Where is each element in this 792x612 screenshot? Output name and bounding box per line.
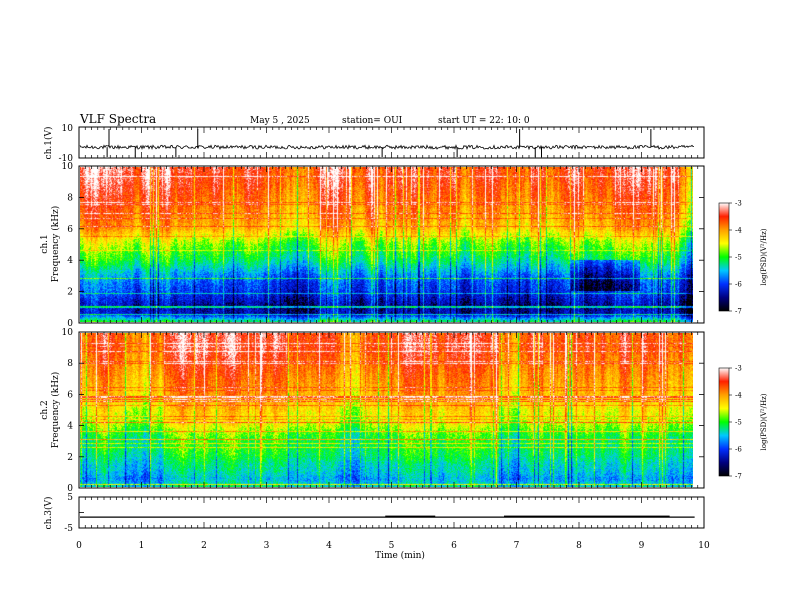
ch2-spectrogram-image	[80, 333, 693, 487]
colorbar-2-label: log(PSD)(V²/Hz)	[760, 393, 768, 450]
header-start-time: start UT = 22: 10: 0	[438, 116, 530, 126]
colorbar-tick-label: -3	[735, 200, 742, 208]
spec-ytick-label: 2	[67, 288, 73, 298]
spec-ytick-label: 8	[67, 193, 73, 203]
ch2-spec-yticks: 0 2 4 6 8 10	[62, 328, 704, 494]
ch1-ytick-bottom: -10	[59, 154, 74, 164]
x-tick-label: 4	[326, 541, 332, 551]
colorbar-tick-label: -6	[735, 446, 742, 454]
x-tick-label: 0	[76, 541, 82, 551]
ch3-panel: 5 -5 ch.3(V)	[43, 493, 705, 534]
ch2-spectrogram-panel: 0 2 4 6 8 10 ch.2 Frequency (kHz)	[40, 328, 705, 494]
x-tick-label: 10	[698, 541, 710, 551]
colorbar-tick-label: -4	[735, 392, 742, 400]
x-tick-labels: 0 1 2 3 4 5 6 7 8 9 10	[76, 541, 710, 551]
x-tick-label: 1	[139, 541, 145, 551]
ch3-high-segment	[504, 515, 670, 518]
ch1-spec-ylabel-channel: ch.1	[40, 234, 50, 253]
x-tick-label: 9	[639, 541, 645, 551]
ch1-spec-yticks: 0 2 4 6 8 10	[62, 162, 704, 329]
x-tick-label: 8	[576, 541, 582, 551]
spec-ytick-label: 0	[67, 484, 73, 494]
x-tick-marks	[78, 127, 705, 528]
colorbar-tick-label: -3	[735, 365, 742, 373]
spec-ytick-label: 10	[62, 328, 74, 338]
ch1-waveform-line	[79, 144, 694, 151]
colorbar-1-ticks: -3 -4 -5 -6 -7	[729, 200, 742, 316]
x-tick-label: 7	[514, 541, 520, 551]
ch1-spec-ylabel-freq: Frequency (kHz)	[50, 206, 61, 283]
ch1-spectrogram-panel: 0 2 4 6 8 10 ch.1 Frequency (kHz)	[40, 162, 705, 329]
x-tick-label: 2	[201, 541, 207, 551]
colorbar-tick-label: -6	[735, 281, 742, 289]
ch3-signal	[79, 512, 695, 518]
x-tick-label: 5	[389, 541, 395, 551]
ch1-spikes	[106, 129, 652, 157]
spec-ytick-label: 4	[67, 256, 73, 266]
ch1-ytick-top: 10	[62, 124, 74, 134]
colorbar-tick-label: -4	[735, 227, 742, 235]
figure-title: VLF Spectra	[79, 112, 156, 126]
colorbar-1-gradient	[719, 203, 729, 311]
colorbar-1-label: log(PSD)(V²/Hz)	[760, 228, 768, 285]
spec-ytick-label: 2	[67, 453, 73, 463]
header-date: May 5 , 2025	[250, 116, 310, 126]
spec-ytick-label: 8	[67, 359, 73, 369]
colorbar-tick-label: -7	[735, 308, 742, 316]
spec-ytick-label: 6	[67, 225, 73, 235]
ch1-waveform-panel: 10 -10 ch.1(V)	[43, 124, 705, 164]
ch2-spec-ylabel-channel: ch.2	[40, 400, 50, 419]
ch3-ytick-top: 5	[67, 493, 73, 503]
spec-ytick-label: 10	[62, 162, 74, 172]
ch2-spec-ylabel-freq: Frequency (kHz)	[50, 372, 61, 449]
ch1-ylabel: ch.1(V)	[43, 127, 54, 160]
colorbar-1: -3 -4 -5 -6 -7 log(PSD)(V²/Hz)	[718, 200, 768, 316]
spec-ytick-label: 6	[67, 390, 73, 400]
colorbar-2-ticks: -3 -4 -5 -6 -7	[729, 365, 742, 481]
ch3-ytick-bottom: -5	[64, 524, 73, 534]
header-station: station= OUI	[342, 116, 403, 126]
x-tick-label: 6	[451, 541, 457, 551]
spec-ytick-label: 4	[67, 422, 73, 432]
x-axis-label: Time (min)	[375, 550, 425, 561]
ch1-spectrogram-image	[80, 167, 693, 322]
colorbar-2: -3 -4 -5 -6 -7 log(PSD)(V²/Hz)	[718, 365, 768, 481]
colorbar-tick-label: -7	[735, 473, 742, 481]
ch3-ylabel: ch.3(V)	[43, 497, 54, 530]
x-tick-label: 3	[264, 541, 270, 551]
ch3-high-segment	[385, 515, 436, 518]
spec-ytick-label: 0	[67, 319, 73, 329]
colorbar-tick-label: -5	[735, 419, 742, 427]
colorbar-tick-label: -5	[735, 254, 742, 262]
colorbar-2-gradient	[719, 368, 729, 476]
